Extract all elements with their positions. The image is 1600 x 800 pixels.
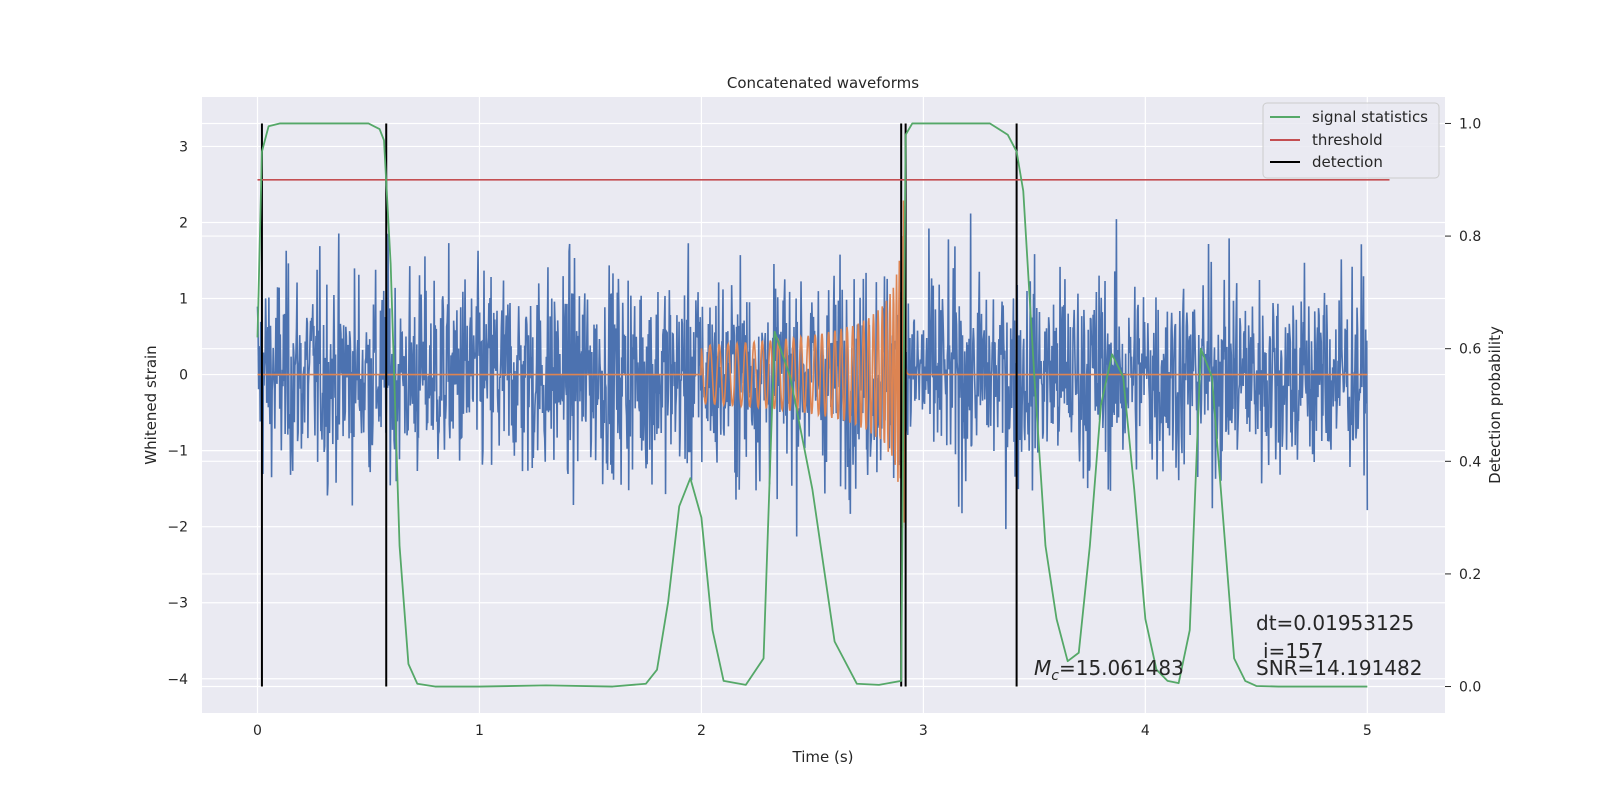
y-right-tick-label: 1.0 — [1459, 116, 1481, 132]
y-right-axis-label: Detection probability — [1486, 326, 1504, 484]
x-tick-label: 0 — [253, 723, 262, 739]
y-axis-label: Whitened strain — [142, 345, 160, 464]
index-annotation: i=157 — [1263, 639, 1324, 663]
x-tick-label: 4 — [1141, 723, 1150, 739]
y-right-tick-label: 0.4 — [1459, 454, 1481, 470]
y-tick-label: −2 — [167, 520, 188, 536]
snr-annotation: SNR=14.191482 — [1256, 656, 1422, 680]
chirp-mass-annotation: Mc=15.061483 — [1034, 656, 1184, 684]
signal-statistics-line — [256, 122, 1368, 688]
y-right-tick-label: 0.6 — [1459, 342, 1481, 358]
y-right-axis-ticks: 0.0 0.2 0.4 0.6 0.8 1.0 — [1445, 116, 1481, 696]
legend-label-threshold: threshold — [1312, 131, 1383, 149]
y-tick-label: −1 — [167, 444, 188, 460]
strain-noise-line — [256, 213, 1369, 537]
x-tick-label: 1 — [475, 723, 484, 739]
x-tick-label: 5 — [1363, 723, 1372, 739]
y-tick-label: 2 — [179, 215, 188, 231]
y-right-tick-label: 0.0 — [1459, 680, 1481, 696]
chirp-mass-symbol: M — [1034, 656, 1051, 680]
x-tick-label: 3 — [919, 723, 928, 739]
series-layer — [256, 122, 1390, 688]
y-right-tick-label: 0.2 — [1459, 567, 1481, 583]
x-tick-label: 2 — [697, 723, 706, 739]
legend-label-signal-statistics: signal statistics — [1312, 108, 1428, 126]
y-tick-label: 0 — [179, 368, 188, 384]
legend-label-detection: detection — [1312, 153, 1383, 171]
y-tick-label: 3 — [179, 139, 188, 155]
chart-title: Concatenated waveforms — [727, 74, 919, 92]
y-right-tick-label: 0.8 — [1459, 229, 1481, 245]
y-tick-label: −4 — [167, 672, 188, 688]
chirp-mass-value: =15.061483 — [1059, 656, 1184, 680]
legend-box — [1262, 102, 1440, 179]
injected-waveform-line — [257, 200, 1368, 528]
y-tick-label: 1 — [179, 292, 188, 308]
dt-annotation: dt=0.01953125 — [1256, 611, 1414, 635]
legend: signal statistics threshold detection — [1262, 102, 1440, 179]
chirp-mass-subscript: c — [1051, 668, 1059, 684]
x-axis-ticks: 0 1 2 3 4 5 — [253, 723, 1372, 739]
x-axis-label: Time (s) — [792, 748, 854, 766]
y-axis-ticks: −4 −3 −2 −1 0 1 2 3 — [167, 139, 188, 687]
y-tick-label: −3 — [167, 596, 188, 612]
